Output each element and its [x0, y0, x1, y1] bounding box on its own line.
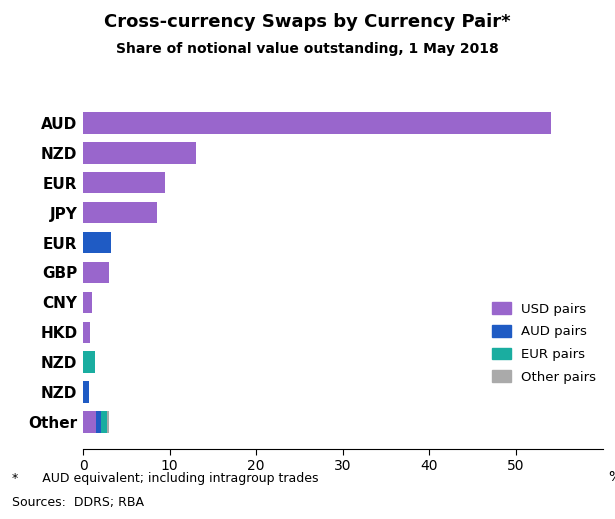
Text: Share of notional value outstanding, 1 May 2018: Share of notional value outstanding, 1 M…: [116, 42, 499, 56]
Bar: [83, 142, 196, 163]
Bar: [83, 381, 89, 403]
Bar: [83, 202, 157, 223]
Text: *      AUD equivalent; including intragroup trades: * AUD equivalent; including intragroup t…: [12, 472, 319, 485]
Bar: [101, 412, 107, 433]
Bar: [107, 412, 109, 433]
Text: %: %: [608, 470, 615, 484]
Bar: [83, 412, 96, 433]
Bar: [83, 292, 92, 313]
Bar: [83, 112, 551, 133]
Bar: [83, 351, 95, 373]
Bar: [83, 322, 90, 343]
Text: Sources:  DDRS; RBA: Sources: DDRS; RBA: [12, 496, 145, 509]
Bar: [83, 172, 165, 194]
Text: Cross-currency Swaps by Currency Pair*: Cross-currency Swaps by Currency Pair*: [104, 13, 511, 31]
Legend: USD pairs, AUD pairs, EUR pairs, Other pairs: USD pairs, AUD pairs, EUR pairs, Other p…: [492, 303, 596, 384]
Bar: [83, 232, 111, 253]
Bar: [96, 412, 101, 433]
Bar: [83, 262, 109, 283]
